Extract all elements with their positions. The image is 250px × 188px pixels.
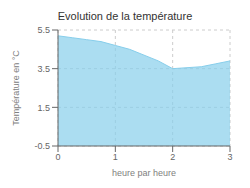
svg-text:Température en °C: Température en °C	[11, 50, 21, 126]
svg-text:5.5: 5.5	[37, 25, 50, 35]
svg-text:3.5: 3.5	[37, 64, 50, 74]
svg-text:-0.5: -0.5	[34, 141, 50, 151]
svg-text:heure par heure: heure par heure	[112, 168, 176, 178]
svg-text:1.5: 1.5	[37, 103, 50, 113]
svg-text:2: 2	[170, 152, 175, 162]
svg-text:3: 3	[227, 152, 232, 162]
svg-text:0: 0	[55, 152, 60, 162]
html-text:Evolution de la température: Evolution de la température	[57, 10, 193, 22]
svg-text:1: 1	[113, 152, 118, 162]
